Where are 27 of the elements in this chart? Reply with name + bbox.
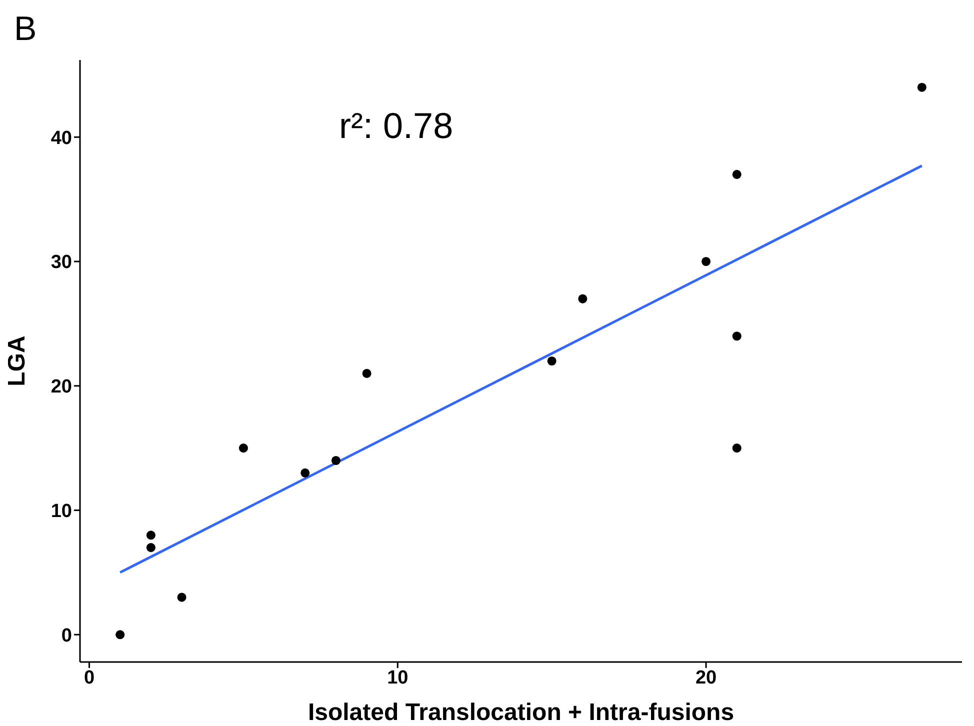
x-axis-title: Isolated Translocation + Intra-fusions — [308, 699, 734, 726]
point — [362, 368, 372, 378]
point — [146, 530, 156, 540]
y-tick-label: 0 — [61, 625, 72, 646]
point — [177, 592, 186, 602]
annotation: r²: 0.78 — [339, 104, 454, 147]
point — [732, 444, 742, 453]
x-tick-label: 10 — [387, 667, 408, 688]
y-tick-label: 10 — [50, 501, 72, 522]
point — [116, 630, 125, 640]
point — [917, 82, 926, 92]
text: B — [14, 10, 37, 49]
point — [547, 356, 556, 366]
x-tick-label: 20 — [695, 667, 717, 688]
point — [732, 170, 742, 179]
y-axis-title: LGA — [4, 336, 31, 386]
point — [146, 543, 156, 552]
y-tick-label: 30 — [50, 252, 72, 274]
point — [732, 332, 742, 341]
point — [702, 256, 711, 266]
point — [300, 468, 310, 478]
y-tick-label: 20 — [50, 376, 72, 398]
point — [238, 444, 248, 453]
point — [578, 294, 588, 304]
y-tick-label: 40 — [50, 128, 72, 149]
point — [331, 456, 340, 466]
x-tick-label: 0 — [84, 667, 95, 688]
